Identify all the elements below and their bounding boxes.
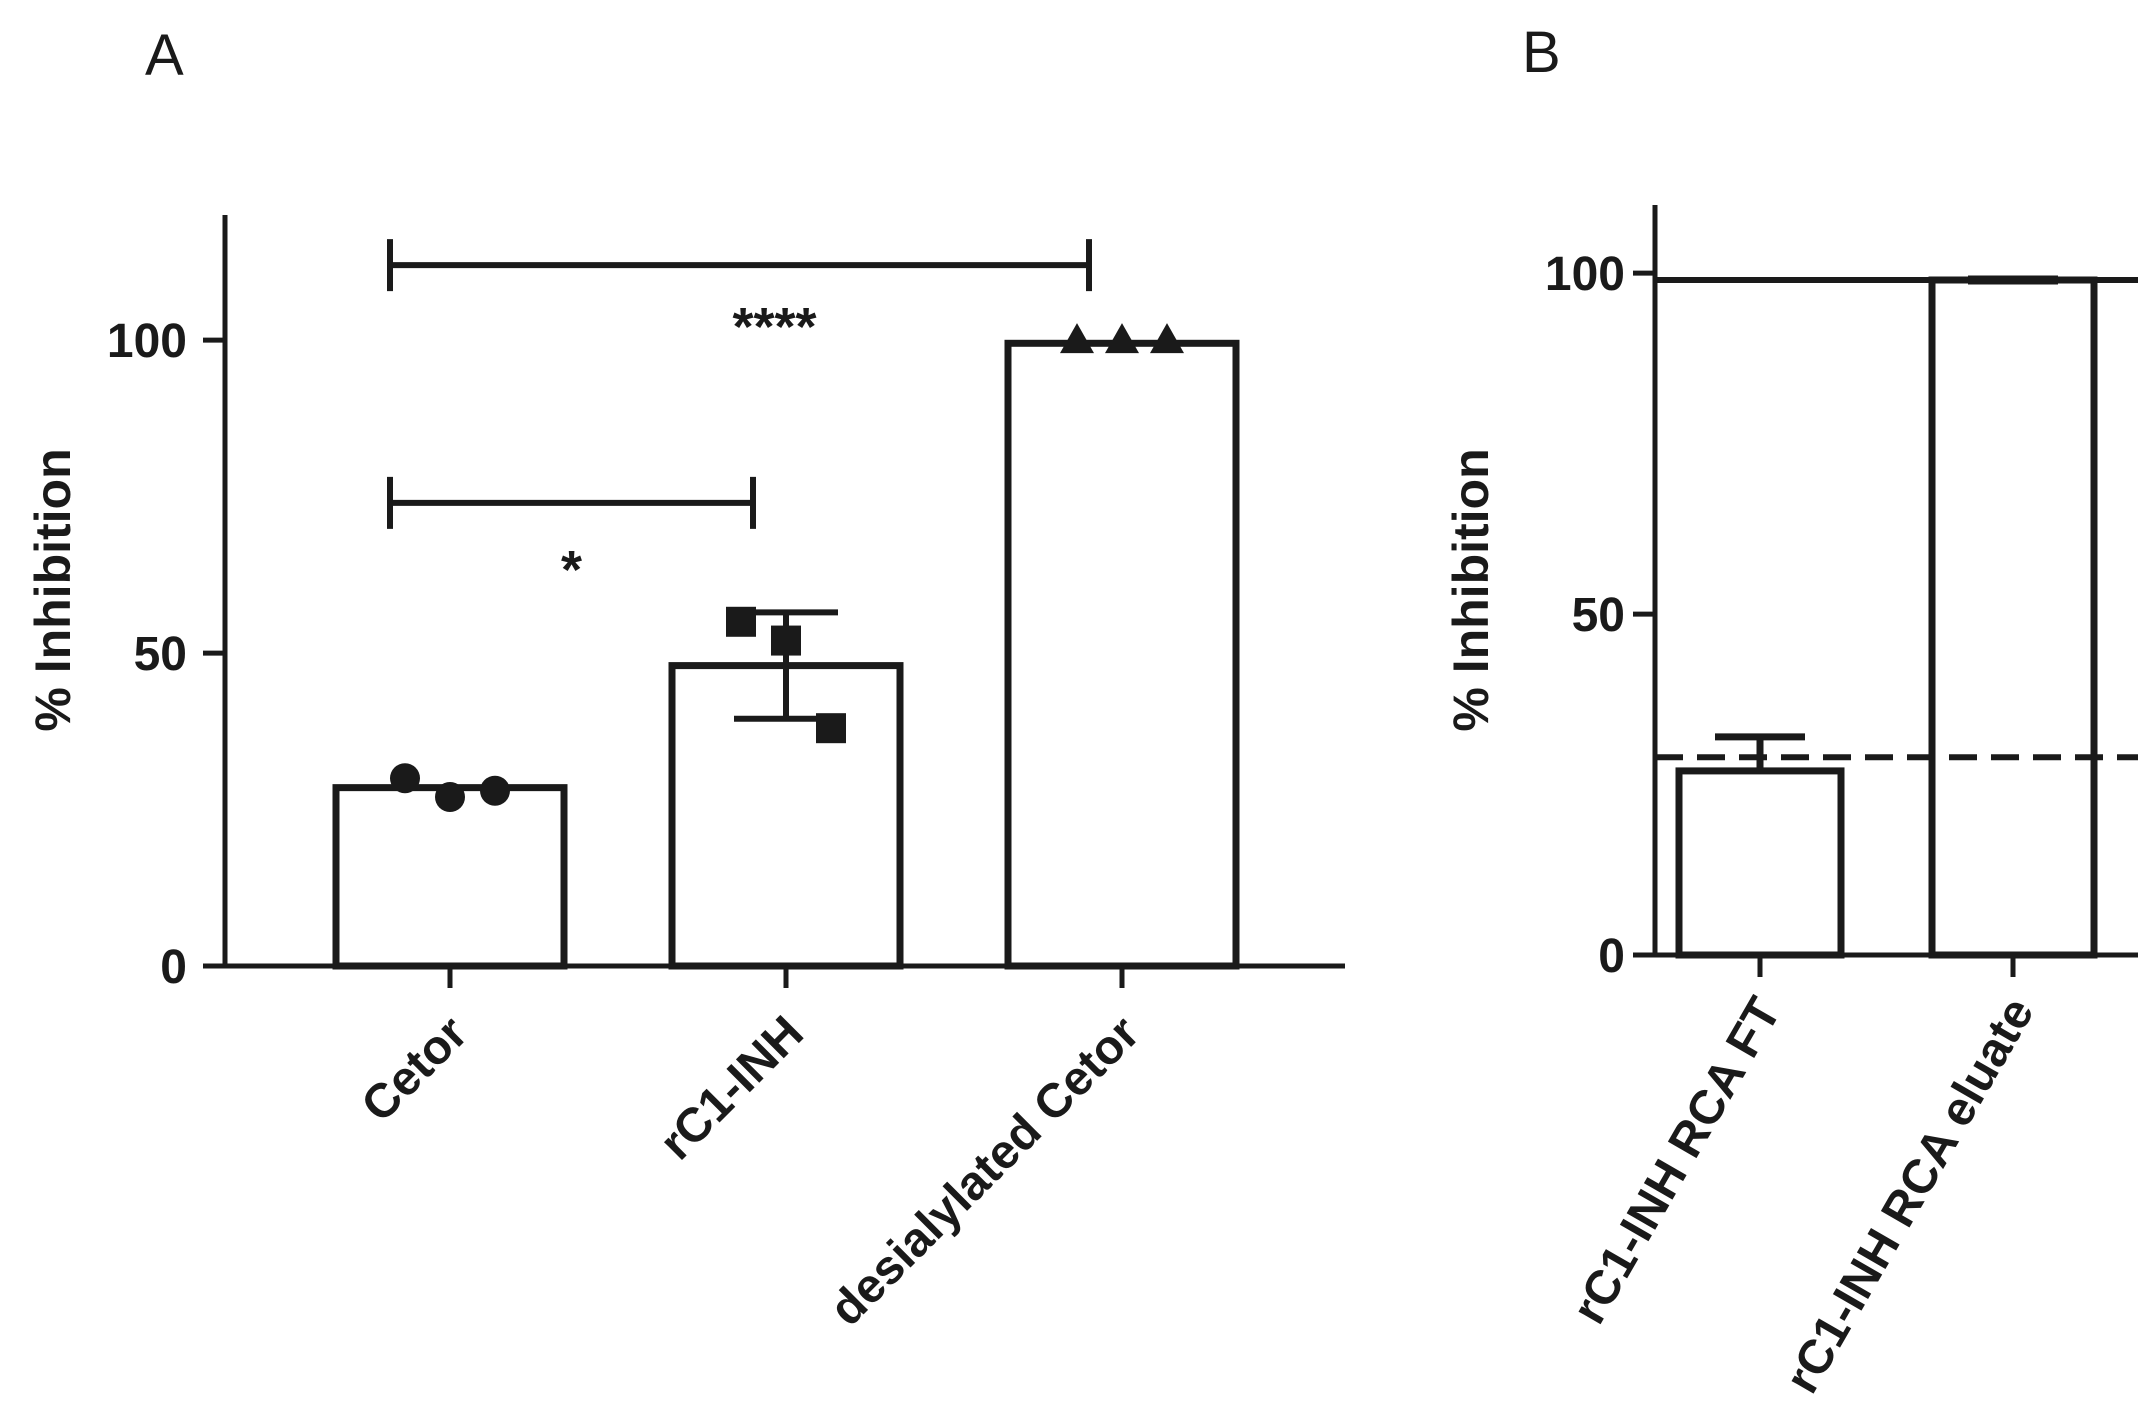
panel-b: B 0 50 100 % Inhibition rC1-INH RCA FTrC1-IN… <box>1443 20 2138 1402</box>
panel-a-letter: A <box>145 23 184 88</box>
data-point <box>390 763 420 794</box>
data-point <box>816 713 846 744</box>
y-axis-title: % Inhibition <box>1443 448 1499 731</box>
data-point <box>1105 323 1139 354</box>
bar <box>1675 767 1845 959</box>
x-tick-label: Cetor <box>352 1006 478 1132</box>
x-tick-label: desialylated Cetor <box>820 1006 1150 1336</box>
y-tick-label: 100 <box>1545 248 1625 301</box>
panel-a-plot: 0 50 100 % Inhibition Cetor rC1-INH desialylat… <box>25 215 1345 1336</box>
y-tick-label: 50 <box>1572 589 1625 642</box>
significance-label: **** <box>732 297 816 357</box>
panel-b-letter: B <box>1522 20 1561 85</box>
panel-a: A 0 50 100 % Inhibition Cetor rC1-INH desialyl… <box>25 23 1345 1336</box>
data-point <box>771 625 801 656</box>
y-axis-title: % Inhibition <box>25 448 81 731</box>
y-tick-label: 0 <box>1598 930 1625 983</box>
data-point <box>480 775 510 806</box>
data-point <box>726 606 756 637</box>
bar <box>1928 276 2098 959</box>
y-tick-label: 50 <box>134 628 187 681</box>
bar <box>332 784 568 970</box>
x-tick-label: rC1-INH RCA eluate <box>1775 989 2044 1402</box>
y-tick-label: 0 <box>160 941 187 994</box>
data-point <box>435 782 465 813</box>
x-tick-label: rC1-INH <box>650 1006 814 1170</box>
panel-b-plot: 0 50 100 % Inhibition rC1-INH RCA FTrC1-INH … <box>1443 205 2138 1402</box>
y-tick-label: 100 <box>107 315 187 368</box>
x-tick-label: rC1-INH RCA FT <box>1563 989 1792 1333</box>
significance-label: * <box>561 540 582 600</box>
bar <box>1004 339 1240 970</box>
data-point <box>1060 323 1094 354</box>
data-point <box>1150 323 1184 354</box>
